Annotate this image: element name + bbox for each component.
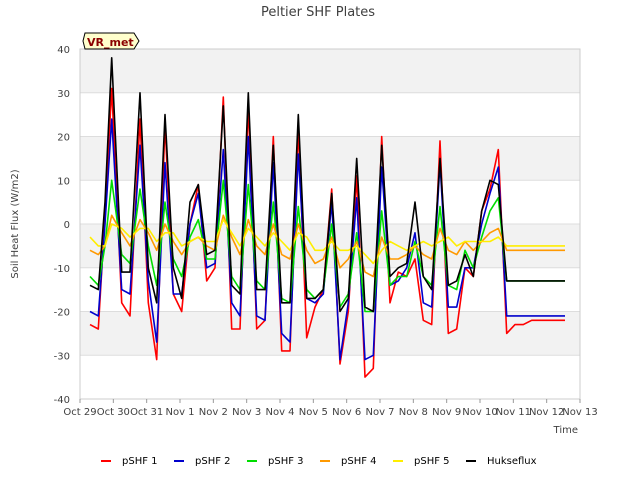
x-tick-label: Nov 8: [399, 407, 428, 418]
legend: pSHF 1 pSHF 2 pSHF 3 pSHF 4 pSHF 5 Hukseflux: [101, 456, 537, 467]
x-tick-label: Nov 9: [432, 407, 461, 418]
x-axis-label: Time: [553, 425, 578, 436]
x-tick-label: Nov 2: [199, 407, 228, 418]
y-tick-label: 0: [64, 220, 70, 231]
x-tick-label: Nov 1: [165, 407, 194, 418]
x-tick-label: Nov 13: [562, 407, 597, 418]
background-band: [80, 92, 580, 137]
chart-title: Peltier SHF Plates: [261, 5, 375, 20]
background-band: [80, 311, 580, 356]
y-tick-label: 10: [57, 176, 70, 187]
x-tick-label: Nov 4: [265, 407, 294, 418]
series-lines: [89, 57, 565, 378]
background-band: [80, 136, 580, 181]
legend-label-hukseflux: Hukseflux: [487, 456, 537, 467]
legend-label-pshf-2: pSHF 2: [195, 456, 231, 467]
series-line-hukseflux: [89, 57, 565, 313]
background-bands: [80, 49, 580, 399]
x-tick-label: Oct 29: [63, 407, 96, 418]
y-tick-label: 30: [57, 89, 70, 100]
badge-shape: [82, 32, 140, 50]
background-band: [80, 49, 580, 93]
x-tick-label: Nov 6: [332, 407, 361, 418]
y-tick-label: -20: [54, 308, 70, 319]
plot-area-frame: [79, 48, 581, 400]
badge-label: VR_met: [87, 36, 134, 49]
x-tick-label: Nov 3: [232, 407, 261, 418]
y-axis-label: Soil Heat Flux (W/m2): [10, 169, 21, 278]
y-tick-label: -10: [54, 264, 70, 275]
x-tick-label: Nov 11: [496, 407, 531, 418]
x-tick-label: Oct 31: [130, 407, 163, 418]
x-axis-ticks: Oct 29 Oct 30 Oct 31 Nov 1 Nov 2 Nov 3 Nov 4 No…: [63, 399, 598, 418]
background-band: [80, 267, 580, 312]
y-tick-label: -30: [54, 351, 70, 362]
legend-label-pshf-1: pSHF 1: [122, 456, 158, 467]
x-tick-label: Nov 5: [299, 407, 328, 418]
background-band: [80, 355, 580, 399]
y-tick-label: 40: [57, 45, 70, 56]
y-axis-ticks: -40 -30 -20 -10 0 10 20 30 40: [54, 45, 70, 406]
x-tick-label: Oct 30: [97, 407, 130, 418]
vr-met-badge: VR_met: [82, 32, 140, 50]
y-tick-label: 20: [57, 133, 70, 144]
legend-label-pshf-4: pSHF 4: [341, 456, 377, 467]
y-tick-label: -40: [54, 395, 70, 406]
x-tick-label: Nov 10: [462, 407, 497, 418]
x-tick-label: Nov 12: [529, 407, 564, 418]
series-line-pshf-3: [89, 179, 565, 313]
legend-label-pshf-5: pSHF 5: [414, 456, 450, 467]
legend-label-pshf-3: pSHF 3: [268, 456, 304, 467]
x-tick-label: Nov 7: [365, 407, 394, 418]
